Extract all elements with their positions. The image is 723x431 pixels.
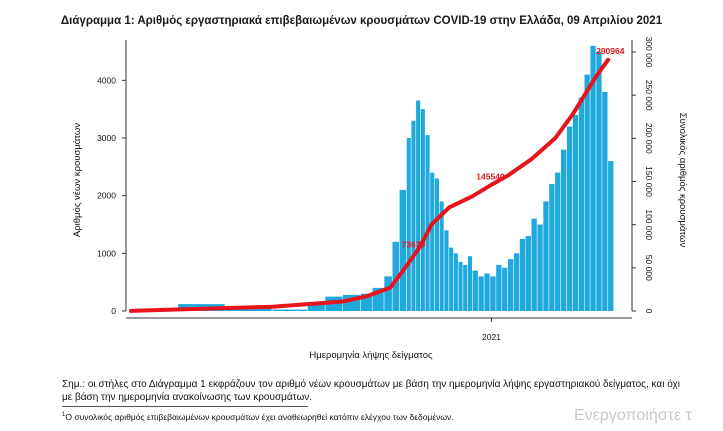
note-line-1: Σημ.: οι στήλες στο Διάγραμμα 1 εκφράζου… (62, 379, 680, 390)
bar-new-cases (420, 109, 425, 311)
bar-new-cases (411, 120, 416, 311)
bar-new-cases (502, 267, 508, 311)
bar-new-cases (458, 262, 463, 311)
x-axis-label: Ημερομηνία λήψης δείγματος (309, 350, 433, 361)
y2-tick-label: 0 (644, 309, 654, 314)
y2-tick-label: 200 000 (644, 123, 654, 154)
bar-new-cases (602, 91, 608, 312)
note-line-2: με βάση την ημερομηνία ανακοίνωσης των κ… (62, 392, 313, 403)
bar-new-cases (572, 115, 579, 311)
footnote: 1Ο συνολικός αριθμός επιβεβαιωμένων κρου… (62, 412, 454, 422)
y-tick-label: 0 (111, 306, 116, 316)
y2-tick-label: 250 000 (644, 80, 654, 111)
bar-new-cases (307, 303, 325, 311)
cumulative-cases-line (129, 57, 611, 313)
y2-axis-label: Συνολικός αριθμός κρουσμάτων (677, 113, 688, 248)
y-tick-label: 4000 (97, 75, 116, 85)
bar-new-cases (463, 264, 468, 311)
bar-new-cases (384, 276, 392, 311)
bar-new-cases (508, 259, 514, 311)
x-tick-label: 2021 (482, 332, 501, 342)
y2-tick-label: 50 000 (644, 255, 654, 281)
bar-new-cases (425, 135, 430, 311)
annotation-label: 290964 (596, 46, 625, 56)
annotation-label: 145540 (476, 171, 505, 181)
bar-new-cases (272, 309, 308, 311)
y-tick-label: 2000 (97, 191, 116, 201)
y-axis-label: Αριθμός νέων κρουσμάτων (72, 123, 83, 237)
bar-new-cases (578, 97, 584, 311)
activation-watermark: Ενεργοποιήστε τ (574, 407, 692, 424)
bar-series (131, 45, 614, 312)
annotation-label: 73670 (402, 239, 426, 249)
bar-new-cases (484, 273, 490, 311)
bar-new-cases (392, 241, 399, 311)
bar-new-cases (584, 74, 590, 311)
y2-tick-label: 100 000 (644, 209, 654, 240)
footnote-text: Ο συνολικός αριθμός επιβεβαιωμένων κρουσ… (65, 412, 454, 422)
bar-new-cases (531, 218, 537, 311)
bar-new-cases (537, 224, 543, 311)
bar-new-cases (478, 276, 484, 311)
bar-new-cases (434, 178, 439, 311)
bar-new-cases (513, 253, 520, 311)
annotations: 73670 145540 290964 (402, 46, 625, 250)
bar-new-cases (449, 247, 454, 311)
bar-new-cases (549, 184, 555, 311)
bar-new-cases (416, 100, 421, 311)
bar-new-cases (496, 264, 502, 311)
bar-new-cases (453, 253, 458, 311)
bar-new-cases (543, 201, 549, 311)
bar-new-cases (439, 201, 444, 311)
y2-tick-label: 300 000 (644, 37, 654, 68)
bar-new-cases (467, 256, 472, 311)
bar-new-cases (566, 126, 573, 311)
chart-title: Διάγραμμα 1: Αριθμός εργαστηριακά επιβεβ… (60, 15, 663, 27)
cumulative-line-layer (129, 57, 611, 313)
bar-new-cases (372, 287, 384, 311)
bar-new-cases (525, 236, 531, 311)
bar-new-cases (561, 149, 567, 311)
tick-labels: 0 1000 2000 3000 4000 0 50 000 100 000 150 000 20… (97, 37, 654, 342)
bar-new-cases (590, 45, 596, 312)
footnote-marker: 1 (62, 412, 66, 419)
axes (125, 40, 633, 319)
bar-new-cases (472, 270, 478, 311)
bar-new-cases (399, 189, 407, 311)
bar-new-cases (555, 172, 561, 311)
bar-new-cases (596, 51, 602, 311)
bar-new-cases (608, 161, 614, 311)
bar-new-cases (360, 293, 372, 311)
bar-new-cases (444, 230, 449, 311)
footnote-divider (62, 406, 308, 407)
bar-new-cases (490, 276, 496, 311)
bar-new-cases (406, 138, 411, 311)
y-tick-label: 1000 (97, 248, 116, 258)
bar-new-cases (519, 238, 526, 311)
y-tick-label: 3000 (97, 133, 116, 143)
bar-new-cases (430, 172, 435, 311)
y2-tick-label: 150 000 (644, 166, 654, 197)
